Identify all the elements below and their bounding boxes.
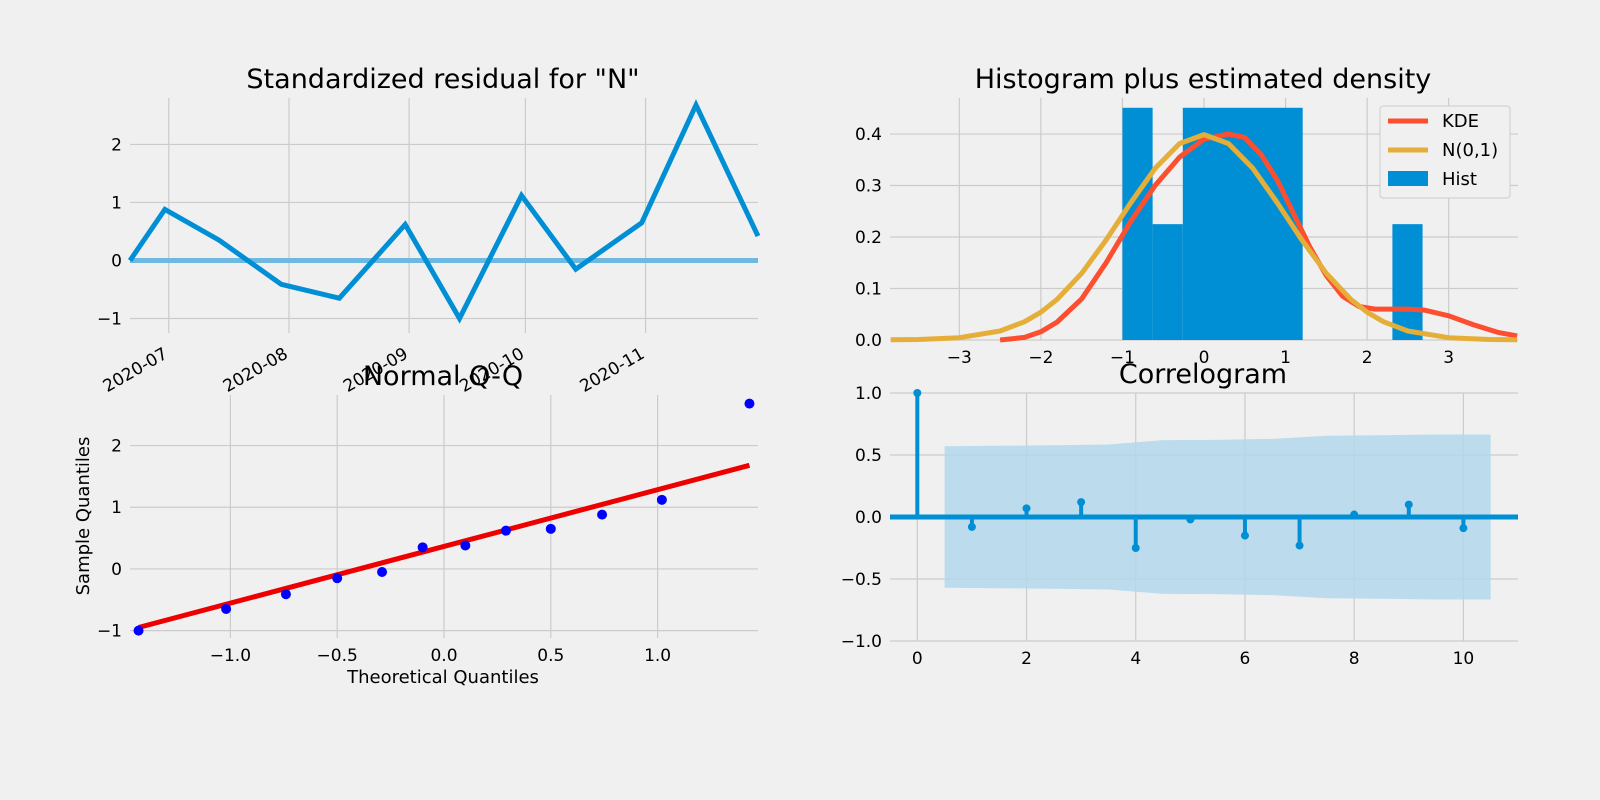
qq-y-tick-label: −1 (97, 622, 122, 642)
correlogram-marker (913, 389, 922, 397)
correlogram-marker (1186, 515, 1195, 524)
correlogram-marker (1350, 510, 1359, 519)
legend-norm-label: N(0,1) (1442, 140, 1498, 161)
histogram-y-tick-label: 0.4 (855, 125, 882, 145)
histogram-x-tick-label: 0 (1199, 348, 1210, 368)
histogram-bar (1182, 107, 1303, 340)
correlogram-marker (1131, 544, 1140, 552)
residual-y-tick-label: −1 (97, 309, 122, 329)
kde-curve (999, 131, 1518, 343)
qq-y-tick-label: 2 (111, 437, 122, 457)
qq-x-tick-label: 0.0 (430, 646, 457, 666)
correlogram-marker (1459, 524, 1468, 533)
qq-point (332, 573, 343, 584)
residual-y-tick-label: 2 (111, 135, 122, 155)
qq-point (221, 604, 232, 615)
histogram-y-tick-label: 0.3 (855, 177, 882, 197)
qq-y-label: Sample Quantiles (73, 437, 94, 596)
qq-x-tick-label: −1.0 (210, 646, 251, 666)
histogram-y-tick-label: 0.0 (855, 331, 882, 351)
qq-point (656, 494, 667, 505)
histogram-title: Histogram plus estimated density (975, 64, 1432, 95)
histogram-panel: 0.0 0.1 0.2 0.3 0.4 −3 −2 −1 0 1 2 3 Histogram plus… (855, 64, 1518, 368)
qq-title: Normal Q-Q (363, 361, 523, 392)
histogram-y-tick-label: 0.1 (855, 280, 882, 300)
histogram-y-tick-label: 0.2 (855, 228, 882, 248)
histogram-x-tick-label: 2 (1362, 348, 1373, 368)
correlogram-panel: −1.0 −0.5 0.0 0.5 1.0 0 2 4 6 8 10 Correlogram (841, 359, 1518, 669)
legend-hist-swatch (1388, 171, 1428, 186)
histogram-x-tick-label: −2 (1028, 348, 1053, 368)
correlogram-marker (1022, 504, 1031, 513)
histogram-x-tick-label: −3 (947, 348, 972, 368)
qq-panel: −1 0 1 2 −1.0 −0.5 0.0 0.5 1.0 Theoretical Quant… (73, 361, 758, 688)
correlogram-marker (1295, 541, 1304, 550)
qq-point (377, 567, 388, 578)
residual-series-line (127, 99, 761, 324)
correlogram-x-tick-label: 6 (1240, 649, 1251, 669)
correlogram-x-tick-label: 0 (912, 649, 923, 669)
qq-point (280, 589, 291, 600)
correlogram-x-tick-label: 2 (1021, 649, 1032, 669)
qq-fit-line (137, 462, 751, 630)
correlogram-y-tick-label: 0.0 (855, 508, 882, 528)
legend-kde-label: KDE (1442, 111, 1479, 132)
qq-point (597, 509, 608, 520)
correlogram-x-tick-label: 4 (1130, 649, 1141, 669)
histogram-legend: KDE N(0,1) Hist (1379, 105, 1511, 199)
residual-title: Standardized residual for "N" (246, 64, 639, 95)
histogram-x-tick-label: 3 (1443, 348, 1454, 368)
correlogram-marker (967, 522, 976, 531)
qq-point (460, 540, 471, 551)
correlogram-marker (1404, 500, 1413, 509)
correlogram-marker (1077, 498, 1086, 507)
correlogram-y-tick-label: −0.5 (841, 570, 882, 590)
qq-x-label: Theoretical Quantiles (346, 667, 539, 688)
qq-point (744, 398, 755, 409)
correlogram-title: Correlogram (1119, 359, 1287, 390)
histogram-x-tick-label: 1 (1280, 348, 1291, 368)
histogram-bar (1152, 224, 1183, 340)
qq-x-tick-label: 1.0 (644, 646, 671, 666)
histogram-x-tick-label: −1 (1110, 348, 1135, 368)
qq-x-tick-label: −0.5 (317, 646, 358, 666)
qq-x-tick-label: 0.5 (537, 646, 564, 666)
correlogram-marker (1240, 531, 1249, 540)
normal-curve (890, 132, 1518, 343)
histogram-bar (1392, 224, 1423, 340)
correlogram-y-tick-label: 0.5 (855, 446, 882, 466)
correlogram-x-tick-label: 8 (1349, 649, 1360, 669)
correlogram-x-tick-label: 10 (1453, 649, 1475, 669)
qq-y-tick-label: 0 (111, 560, 122, 580)
residual-y-tick-label: 0 (111, 251, 122, 271)
qq-point (417, 542, 428, 553)
qq-y-tick-label: 1 (111, 498, 122, 518)
qq-point (545, 523, 556, 534)
legend-hist-label: Hist (1442, 169, 1477, 190)
residual-y-tick-label: 1 (111, 193, 122, 213)
qq-point (500, 525, 511, 536)
qq-point (133, 625, 144, 636)
correlogram-y-tick-label: 1.0 (855, 384, 882, 404)
correlogram-y-tick-label: −1.0 (841, 632, 882, 652)
